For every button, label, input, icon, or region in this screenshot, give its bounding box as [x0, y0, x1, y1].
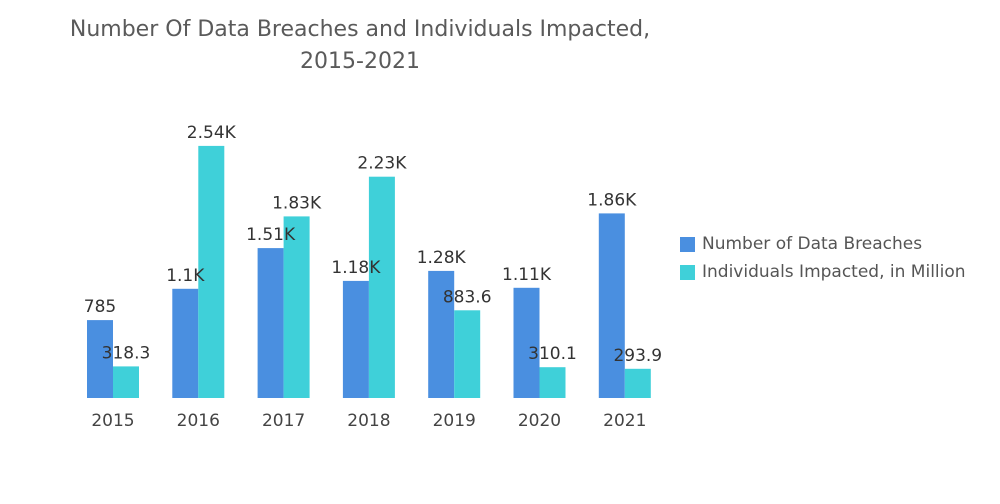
- chart-title: Number Of Data Breaches and Individuals …: [40, 14, 680, 78]
- legend-item-breaches: Number of Data Breaches: [680, 230, 966, 258]
- data-label-breaches-2019: 1.28K: [417, 248, 467, 268]
- data-label-individuals-2019: 883.6: [443, 287, 492, 307]
- data-label-breaches-2018: 1.18K: [331, 258, 381, 278]
- data-label-breaches-2020: 1.11K: [502, 265, 552, 285]
- bar-individuals-2020: [539, 367, 566, 398]
- x-tick-label-2018: 2018: [347, 411, 390, 431]
- data-label-individuals-2018: 2.23K: [357, 154, 407, 174]
- bar-individuals-2019: [454, 310, 481, 398]
- legend-label: Individuals Impacted, in Million: [702, 262, 966, 282]
- legend-label: Number of Data Breaches: [702, 234, 923, 254]
- chart-legend: Number of Data Breaches Individuals Impac…: [680, 230, 966, 286]
- legend-item-individuals: Individuals Impacted, in Million: [680, 258, 966, 286]
- data-label-individuals-2021: 293.9: [613, 346, 662, 366]
- x-tick-label-2019: 2019: [433, 411, 476, 431]
- data-label-breaches-2015: 785: [84, 297, 116, 317]
- bar-breaches-2021: [598, 213, 625, 398]
- bar-individuals-2018: [368, 176, 395, 398]
- bar-breaches-2017: [257, 248, 284, 398]
- x-tick-label-2017: 2017: [262, 411, 305, 431]
- legend-swatch: [680, 236, 695, 252]
- data-label-breaches-2016: 1.1K: [166, 266, 205, 286]
- x-tick-label-2021: 2021: [603, 411, 646, 431]
- chart-title-line-1: Number Of Data Breaches and Individuals …: [69, 17, 651, 42]
- legend-swatch: [680, 264, 695, 280]
- bar-individuals-2017: [283, 216, 310, 398]
- bar-individuals-2016: [198, 145, 225, 398]
- x-tick-label-2020: 2020: [518, 411, 561, 431]
- bar-breaches-2015: [87, 320, 113, 398]
- bar-breaches-2018: [342, 280, 369, 398]
- data-label-individuals-2016: 2.54K: [187, 123, 237, 143]
- data-label-breaches-2017: 1.51K: [246, 225, 296, 245]
- bar-individuals-2021: [624, 368, 651, 398]
- data-label-breaches-2021: 1.86K: [587, 190, 637, 210]
- data-label-individuals-2017: 1.83K: [272, 193, 322, 213]
- x-tick-label-2015: 2015: [91, 411, 134, 431]
- chart-subtitle: 2015-2021: [300, 49, 420, 74]
- bar-breaches-2019: [428, 270, 455, 398]
- data-label-individuals-2020: 310.1: [528, 344, 577, 364]
- data-label-individuals-2015: 318.3: [102, 343, 151, 363]
- bar-breaches-2016: [172, 288, 199, 398]
- bar-individuals-2015: [113, 366, 139, 398]
- bar-breaches-2020: [513, 287, 540, 398]
- x-tick-label-2016: 2016: [177, 411, 220, 431]
